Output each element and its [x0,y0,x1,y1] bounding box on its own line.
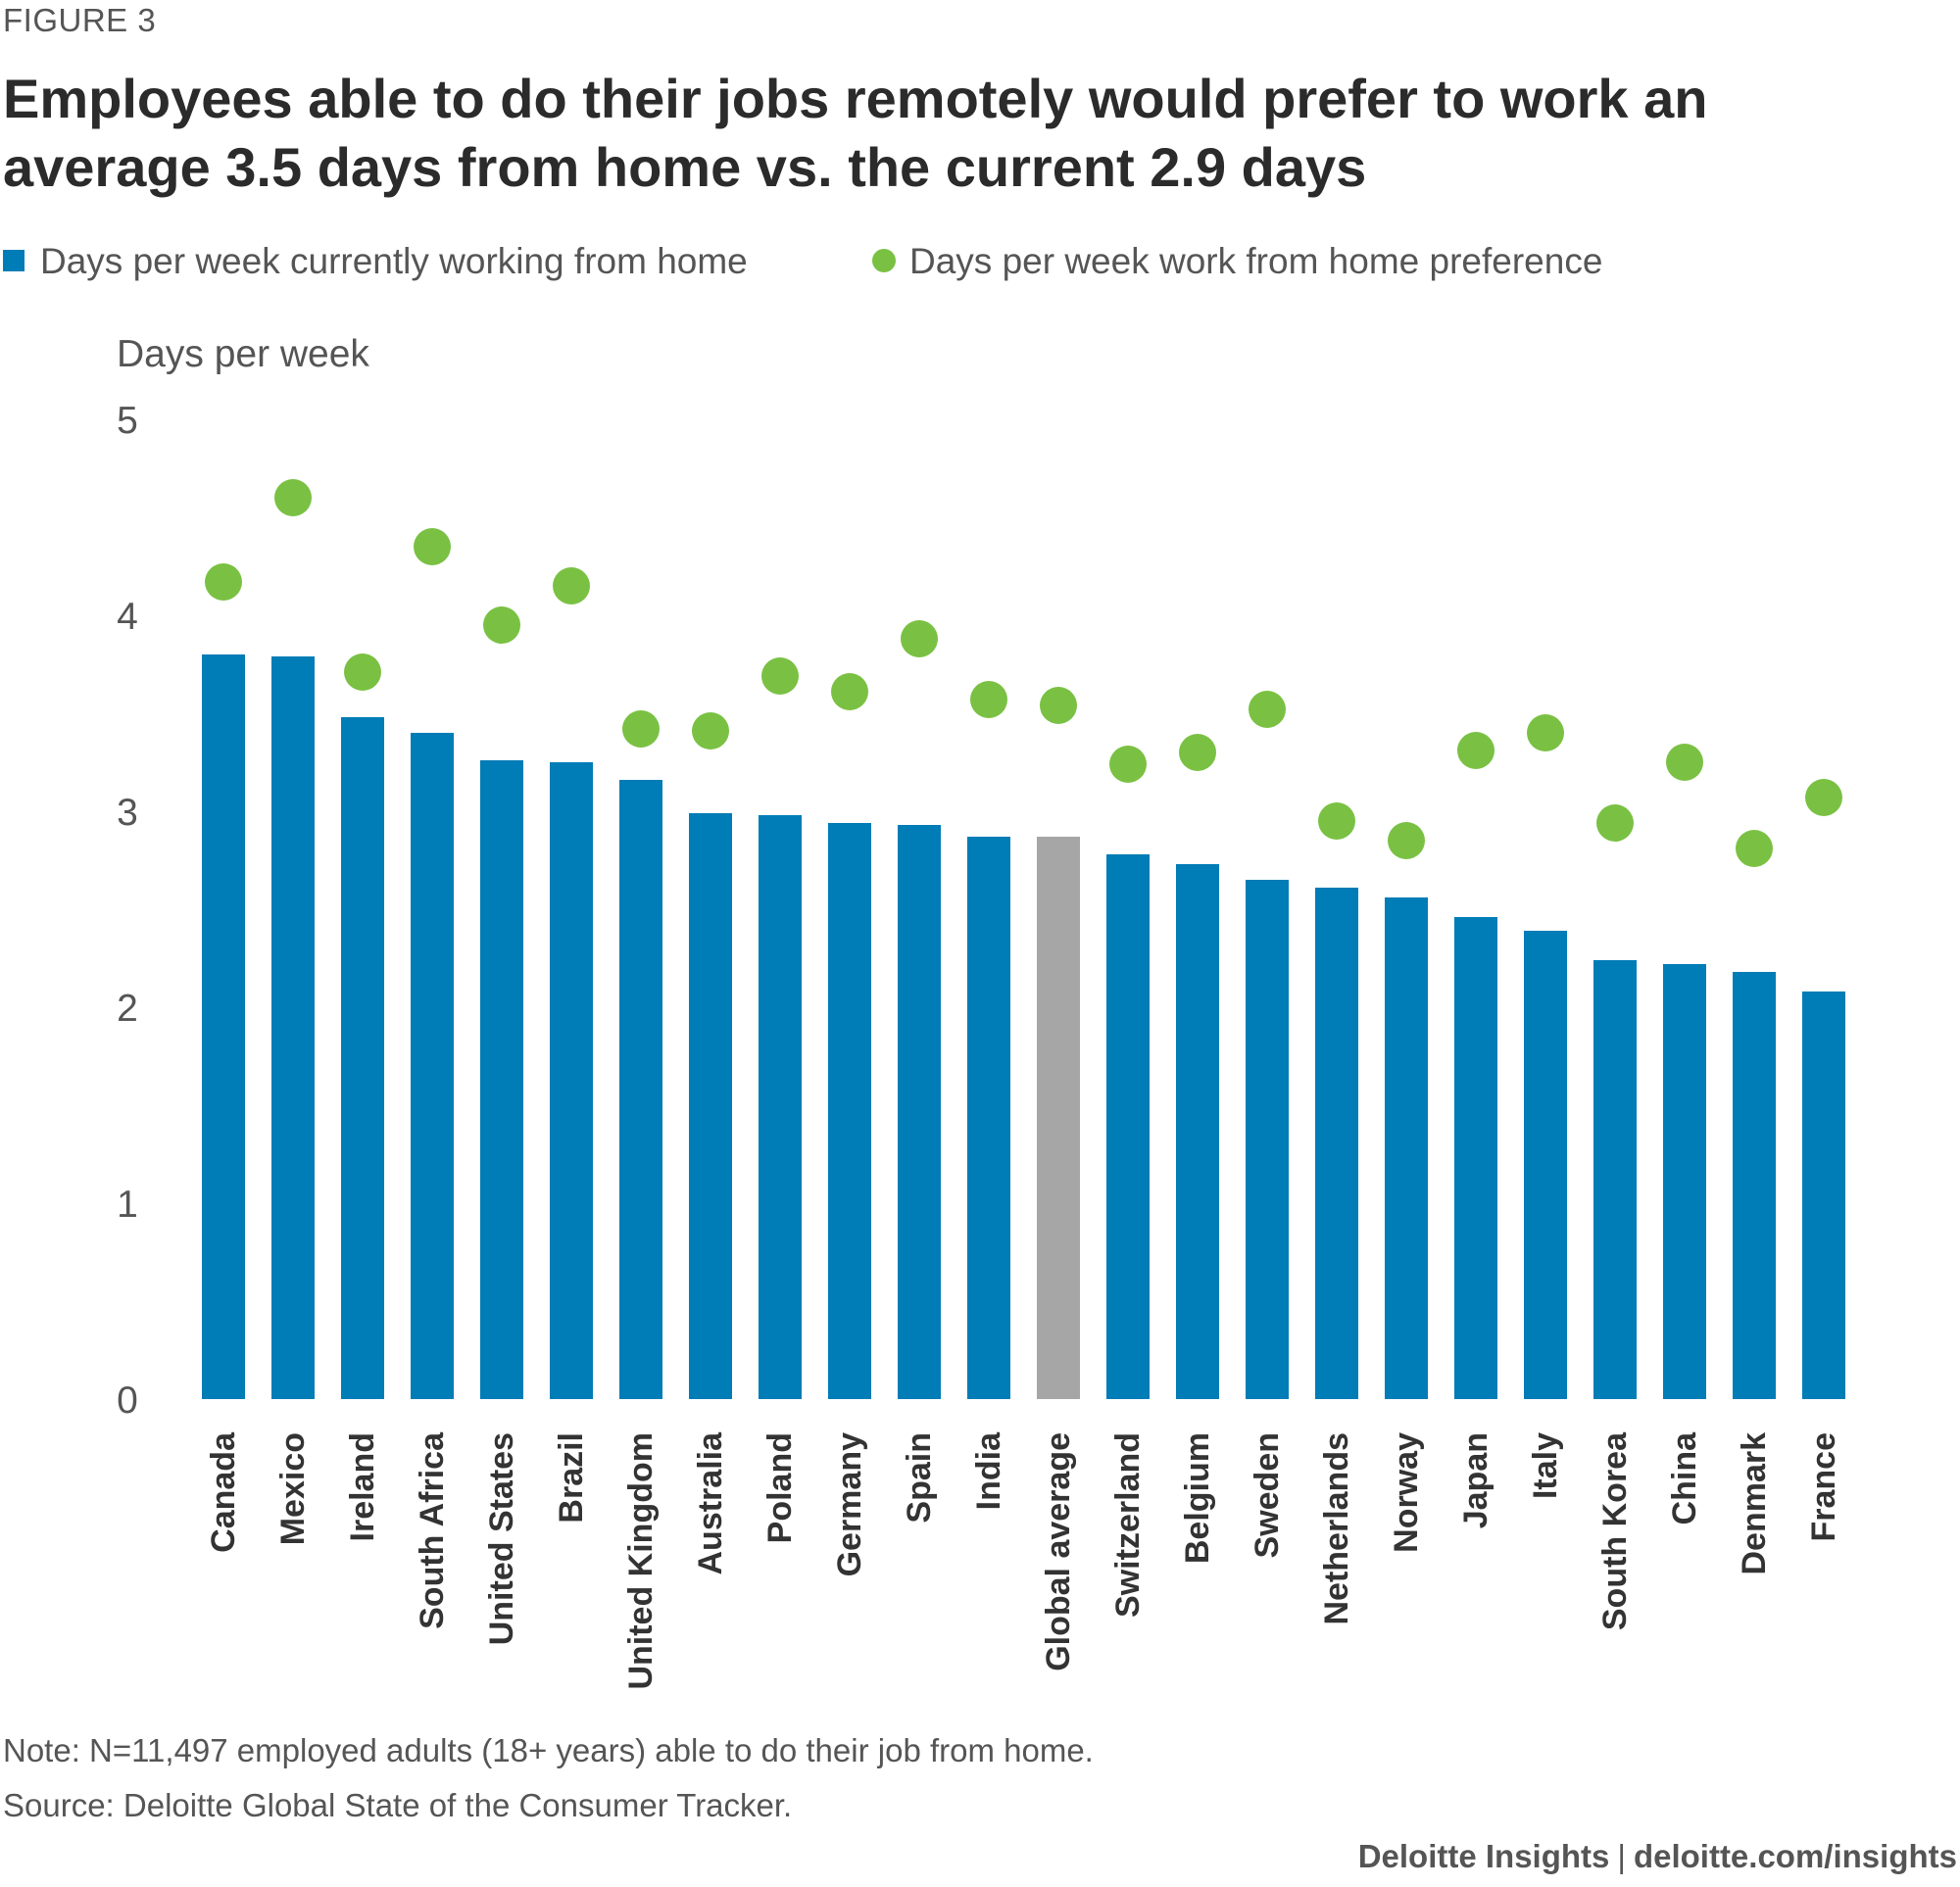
preference-dot [1736,830,1773,867]
footer-url[interactable]: deloitte.com/insights [1633,1838,1957,1874]
preference-dot [970,681,1007,718]
preference-dot [761,657,799,695]
bar [1733,972,1776,1399]
bar [828,823,871,1399]
preference-dot [1596,804,1634,842]
x-tick-label: South Africa [414,1431,451,1629]
preference-dot [1318,802,1355,840]
bar [1454,917,1497,1399]
x-tick-label: Australia [692,1431,729,1575]
bar [759,815,802,1399]
x-tick-label: Netherlands [1318,1432,1355,1625]
x-tick-label: Spain [901,1432,938,1524]
legend-square-icon [3,250,24,272]
preference-dot [1179,734,1216,771]
x-tick-label: Mexico [274,1432,312,1545]
x-tick-label: Switzerland [1109,1432,1147,1618]
x-tick-label: South Korea [1596,1431,1634,1630]
legend-item-current: Days per week currently working from hom… [3,241,748,282]
x-tick-label: Sweden [1249,1432,1286,1558]
preference-dot [553,567,590,605]
bar [271,656,315,1399]
preference-dot [205,563,242,601]
x-tick-label: Germany [831,1432,868,1576]
y-tick-label: 2 [117,988,138,1030]
preference-dot [1527,714,1564,751]
y-axis-label: Days per week [117,333,369,375]
bar [619,780,662,1399]
y-tick-label: 1 [117,1184,138,1226]
bar [689,813,732,1399]
x-tick-label: Japan [1457,1432,1494,1528]
preference-dot [1666,744,1703,781]
bar [1802,992,1845,1399]
bar [550,762,593,1399]
x-tick-label: Global average [1040,1432,1077,1671]
x-tick-label: Canada [205,1431,242,1553]
x-tick-label: Belgium [1179,1432,1216,1564]
chart-plot: 0 1 2 3 4 5 Canada Mexico Ireland South Africa Uni… [117,400,1845,1690]
legend-dot-icon [872,249,896,273]
preference-dot [1109,746,1147,783]
preference-dot [692,712,729,750]
y-tick-label: 5 [117,400,138,442]
legend-label-current: Days per week currently working from hom… [40,241,748,281]
bar [1385,897,1428,1399]
preference-dot [1457,732,1494,769]
bar [1593,960,1637,1399]
x-tick-label: Norway [1388,1432,1425,1553]
bar [1246,880,1289,1399]
figure-label: FIGURE 3 [3,2,157,38]
preference-dot [274,479,312,516]
bar [480,760,523,1399]
preference-dot [901,620,938,657]
preference-dot [344,653,381,691]
source-text: Source: Deloitte Global State of the Con… [3,1787,793,1823]
preference-dot [1249,691,1286,728]
chart-title: Employees able to do their jobs remotely… [3,68,1708,198]
x-tick-label: United States [483,1432,520,1645]
x-tick-label: Poland [761,1432,799,1543]
bar [898,825,941,1399]
preference-dot [1388,822,1425,859]
x-tick-label: Ireland [344,1432,381,1541]
x-tick-label: India [970,1431,1007,1510]
preference-dot [1805,779,1842,816]
bar [1524,931,1567,1399]
legend-label-preference: Days per week work from home preference [909,241,1603,281]
legend-item-preference: Days per week work from home preference [872,241,1602,282]
preference-dot [622,710,660,748]
bar [1106,854,1150,1399]
x-tick-label: Denmark [1736,1432,1773,1575]
preference-dot [831,673,868,710]
bar [1176,864,1219,1399]
footer-separator: | [1617,1838,1626,1874]
y-tick-label: 0 [117,1379,138,1422]
y-tick-label: 4 [117,596,138,638]
bar [1315,888,1358,1399]
x-tick-label: Brazil [553,1432,590,1524]
bar [202,654,245,1399]
x-tick-label: France [1805,1432,1842,1542]
preference-dot [414,528,451,565]
y-tick-label: 3 [117,792,138,834]
note-text: Note: N=11,497 employed adults (18+ year… [3,1732,1094,1768]
x-tick-label: United Kingdom [622,1432,660,1690]
bar [411,733,454,1399]
x-tick-label: China [1666,1431,1703,1525]
bar [341,717,384,1399]
bar [1663,964,1706,1399]
bar-global-average [1037,837,1080,1399]
bar [967,837,1010,1399]
footer: Deloitte Insights | deloitte.com/insights [1358,1838,1957,1875]
x-tick-label: Italy [1527,1432,1564,1499]
preference-dot [1040,687,1077,724]
preference-dot [483,606,520,644]
footer-brand: Deloitte Insights [1357,1838,1610,1874]
